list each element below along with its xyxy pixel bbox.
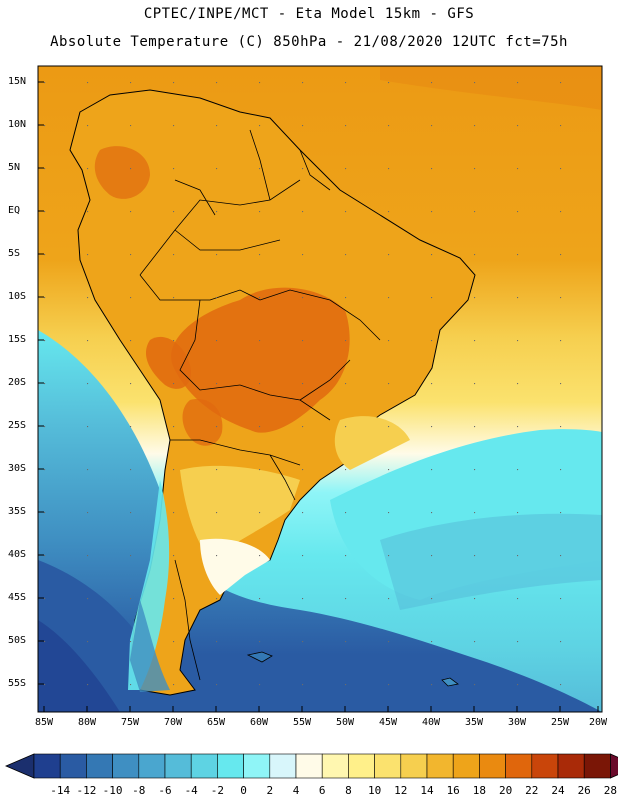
colorbar-label: 26 [577, 784, 591, 797]
lon-label: 75W [120, 717, 140, 728]
lon-label: 30W [507, 717, 527, 728]
colorbar-label: 6 [318, 784, 326, 797]
colorbar-label: -4 [184, 784, 198, 797]
colorbar-label: 16 [446, 784, 460, 797]
colorbar-swatch [426, 753, 454, 779]
lon-label: 45W [378, 717, 398, 728]
colorbar-swatch [374, 753, 402, 779]
lat-label: 30S [8, 463, 27, 474]
temperature-field [38, 66, 602, 712]
lat-label: 20S [8, 377, 27, 388]
colorbar-swatch [452, 753, 480, 779]
lat-label: EQ [8, 205, 21, 216]
colorbar-label: -2 [210, 784, 225, 797]
colorbar-label: -14 [50, 784, 71, 797]
colorbar-swatch [59, 753, 87, 779]
lat-label: 10S [8, 291, 27, 302]
colorbar-label: 12 [394, 784, 408, 797]
colorbar-swatch [243, 753, 271, 779]
colorbar-swatch [269, 753, 297, 779]
colorbar-label: 20 [498, 784, 513, 797]
lat-label: 15S [8, 334, 27, 345]
colorbar-swatch [217, 753, 244, 779]
lon-label: 85W [34, 717, 54, 728]
colorbar-swatch [164, 753, 192, 779]
map-frame [37, 65, 603, 713]
lat-label: 40S [8, 549, 27, 560]
lat-label: 45S [8, 592, 27, 603]
colorbar-label: 2 [266, 784, 274, 797]
lon-label: 20W [588, 717, 608, 728]
colorbar-swatch [505, 753, 533, 779]
lon-label: 55W [292, 717, 312, 728]
colorbar-swatch [583, 753, 611, 779]
colorbar-swatch [86, 753, 113, 779]
colorbar-swatch [190, 753, 218, 779]
colorbar [4, 753, 618, 779]
colorbar-label: 22 [525, 784, 539, 797]
colorbar-label: 18 [472, 784, 487, 797]
lon-label: 35W [464, 717, 484, 728]
map-title: CPTEC/INPE/MCT - Eta Model 15km - GFS [143, 6, 475, 22]
colorbar-swatch [479, 753, 506, 779]
colorbar-swatch [531, 753, 559, 779]
colorbar-label: 8 [345, 784, 352, 797]
colorbar-swatch [400, 753, 428, 779]
colorbar-label: -6 [158, 784, 172, 797]
colorbar-label: 0 [240, 784, 247, 797]
colorbar-label: 24 [551, 784, 565, 797]
lon-label: 80W [77, 717, 97, 728]
colorbar-swatch [138, 753, 166, 779]
lat-label: 25S [8, 420, 27, 431]
colorbar-swatch [112, 753, 140, 779]
colorbar-label: 10 [367, 784, 382, 797]
colorbar-label: 4 [292, 784, 300, 797]
colorbar-swatch [295, 753, 323, 779]
lat-label: 50S [8, 635, 27, 646]
lat-label: 10N [8, 119, 27, 130]
lat-label: 5N [8, 162, 21, 173]
colorbar-label: -8 [132, 784, 146, 797]
lat-label: 35S [8, 506, 27, 517]
lat-label: 5S [8, 248, 21, 259]
colorbar-label: -10 [102, 784, 123, 797]
lon-label: 65W [206, 717, 226, 728]
colorbar-swatch [557, 753, 585, 779]
lon-label: 25W [550, 717, 570, 728]
colorbar-swatch [348, 753, 375, 779]
lon-label: 50W [335, 717, 355, 728]
colorbar-swatch [321, 753, 349, 779]
colorbar-swatch [33, 753, 61, 779]
colorbar-right-arrow [610, 753, 618, 779]
lon-label: 60W [249, 717, 269, 728]
colorbar-label: -12 [76, 784, 97, 797]
colorbar-left-arrow [4, 753, 35, 779]
axis-ticks [38, 81, 599, 712]
colorbar-label: 28 [603, 784, 618, 797]
lon-label: 40W [421, 717, 441, 728]
lat-label: 55S [8, 678, 27, 689]
colorbar-label: 14 [420, 784, 434, 797]
lat-label: 15N [8, 76, 27, 87]
lon-label: 70W [163, 717, 183, 728]
map-subtitle: Absolute Temperature (C) 850hPa - 21/08/… [50, 34, 568, 50]
